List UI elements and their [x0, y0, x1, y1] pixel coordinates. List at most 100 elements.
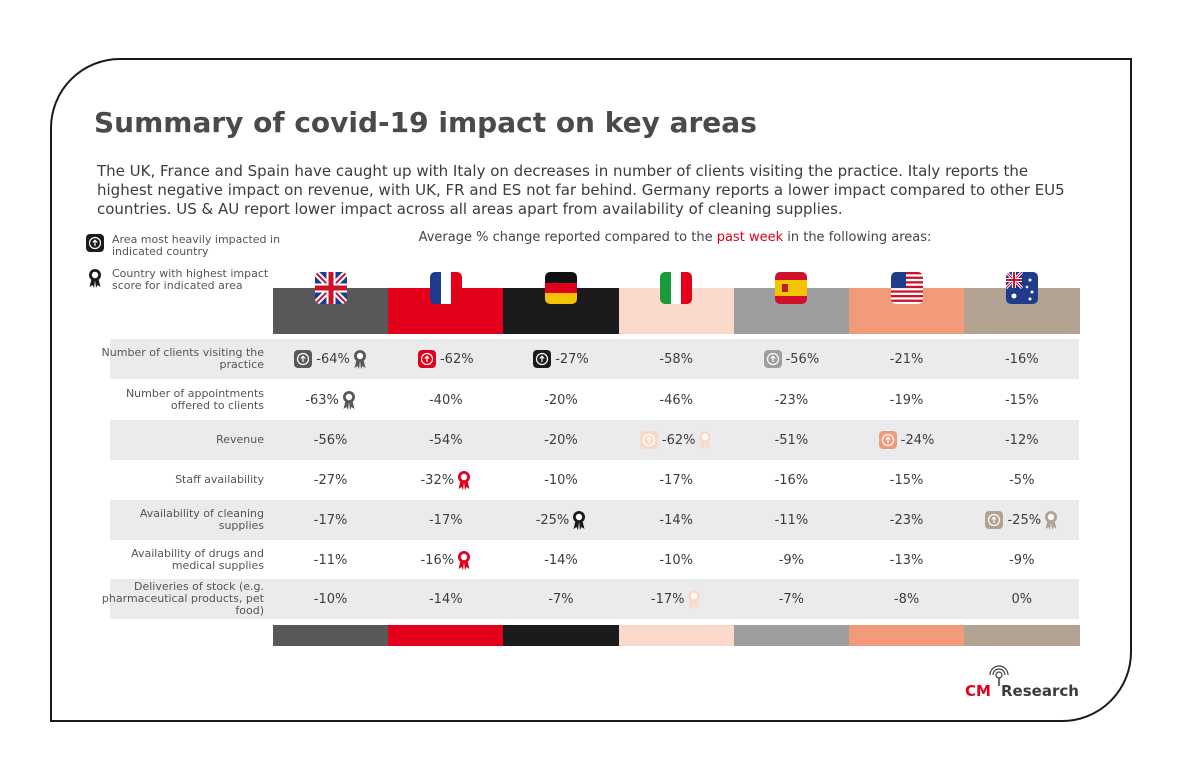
row-label: Availability of drugs and medical suppli… [131, 547, 264, 572]
cell-value: -62% [439, 351, 474, 367]
cell-value: -17% [650, 591, 685, 607]
table-cell: -20% [503, 420, 618, 460]
cell-value: -16% [420, 552, 455, 568]
cell-value: -11% [774, 512, 809, 528]
rosette-icon [458, 551, 471, 570]
cell-value: -40% [428, 392, 463, 408]
table-cell: -8% [849, 579, 964, 619]
uk-flag-icon [314, 272, 347, 304]
cell-value: -20% [544, 392, 578, 408]
cm-research-logo: CM Research [965, 664, 1085, 704]
up-arrow-badge-icon [417, 350, 436, 368]
table-row: Revenue -56% -54% -20% -62% -51% -24% -12% [110, 420, 1079, 460]
cell-value: -10% [544, 472, 578, 488]
table-cell: -15% [849, 460, 964, 500]
card-frame [50, 58, 1132, 722]
row-label: Staff availability [175, 473, 264, 486]
subtitle-highlight: past week [716, 230, 784, 245]
column-footer-bar [503, 625, 620, 646]
column-flag [890, 272, 923, 304]
table-cell: -24% [849, 420, 964, 460]
table-cell: -27% [503, 339, 618, 379]
table-cell: -14% [503, 540, 618, 580]
row-label: Availability of cleaning supplies [139, 507, 264, 532]
cell-value: -14% [428, 591, 463, 607]
cell-value: -32% [420, 472, 455, 488]
rosette-icon [353, 350, 366, 369]
cell-value: -62% [661, 432, 696, 448]
table-cell: -7% [734, 579, 849, 619]
table-cell: -20% [503, 380, 618, 420]
table-cell: -40% [388, 380, 503, 420]
table-row: Availability of cleaning supplies -17% -17… [110, 500, 1079, 540]
rosette-icon [89, 269, 101, 288]
cell-value: -16% [1004, 351, 1039, 367]
cell-value: -13% [889, 552, 924, 568]
cell-value: -14% [659, 512, 693, 528]
rosette-icon [688, 590, 701, 609]
cell-value: -25% [1007, 512, 1042, 528]
cell-value: -15% [889, 472, 924, 488]
cell-value: -54% [428, 432, 463, 448]
cell-value: -17% [428, 512, 463, 528]
legend-country-label: Country with highest impact score for in… [112, 267, 269, 292]
cell-value: -64% [316, 351, 350, 367]
table-cell: -12% [964, 420, 1079, 460]
table-cell: -16% [964, 339, 1079, 379]
table-cell: -10% [503, 460, 618, 500]
column-footer-bar [273, 625, 389, 646]
rosette-icon [1045, 511, 1058, 530]
table-cell: -54% [388, 420, 503, 460]
cell-value: -25% [535, 512, 570, 528]
up-arrow-badge-icon [763, 350, 782, 368]
table-cell: -16% [734, 460, 849, 500]
table-cell: -14% [619, 500, 734, 540]
cell-value: -9% [778, 552, 805, 568]
column-flag [1005, 272, 1038, 304]
cell-value: -7% [778, 591, 805, 607]
rosette-icon [458, 471, 471, 490]
table-cell: -64% [273, 339, 388, 379]
page-title: Summary of covid-19 impact on key areas [94, 106, 757, 139]
cell-value: -24% [900, 432, 935, 448]
cell-value: -51% [774, 432, 809, 448]
cell-value: -8% [893, 591, 920, 607]
table-cell: -15% [964, 380, 1079, 420]
column-flag [314, 272, 347, 304]
legend-area-label: Area most heavily impacted in indicated … [112, 233, 281, 258]
column-flag [775, 272, 808, 304]
table-cell: -23% [734, 380, 849, 420]
cell-value: -7% [548, 591, 574, 607]
cell-value: -56% [313, 432, 348, 448]
row-label: Deliveries of stock (e.g. pharmaceutical… [101, 580, 264, 617]
table-cell: -56% [734, 339, 849, 379]
column-footer-bar [733, 625, 850, 646]
cell-value: -19% [889, 392, 924, 408]
cell-value: -5% [1009, 472, 1035, 488]
table-cell: -58% [619, 339, 734, 379]
cell-value: -46% [659, 392, 693, 408]
table-cell: -7% [503, 579, 618, 619]
column-flag [660, 272, 693, 304]
column-footer-bar [964, 625, 1080, 646]
table-cell: -10% [619, 540, 734, 580]
table-cell: -56% [273, 420, 388, 460]
table-cell: -51% [734, 420, 849, 460]
table-cell: -63% [273, 380, 388, 420]
table-cell: -32% [388, 460, 503, 500]
intro-paragraph: The UK, France and Spain have caught up … [97, 162, 1065, 218]
cell-value: -9% [1009, 552, 1035, 568]
cell-value: -12% [1004, 432, 1039, 448]
table-row: Staff availability -27% -32% -10% -17% -16% -1… [110, 460, 1079, 500]
logo-research: Research [1001, 682, 1079, 700]
chart-subtitle: Average % change reported compared to th… [320, 230, 1030, 245]
row-label: Number of clients visiting the practice [101, 346, 264, 371]
row-label: Revenue [216, 433, 264, 446]
cell-value: -17% [313, 512, 348, 528]
table-cell: -17% [273, 500, 388, 540]
rosette-icon [342, 391, 355, 410]
table-cell: -17% [619, 460, 734, 500]
cell-value: -15% [1004, 392, 1039, 408]
column-flag [429, 272, 462, 304]
cell-value: -56% [785, 351, 820, 367]
